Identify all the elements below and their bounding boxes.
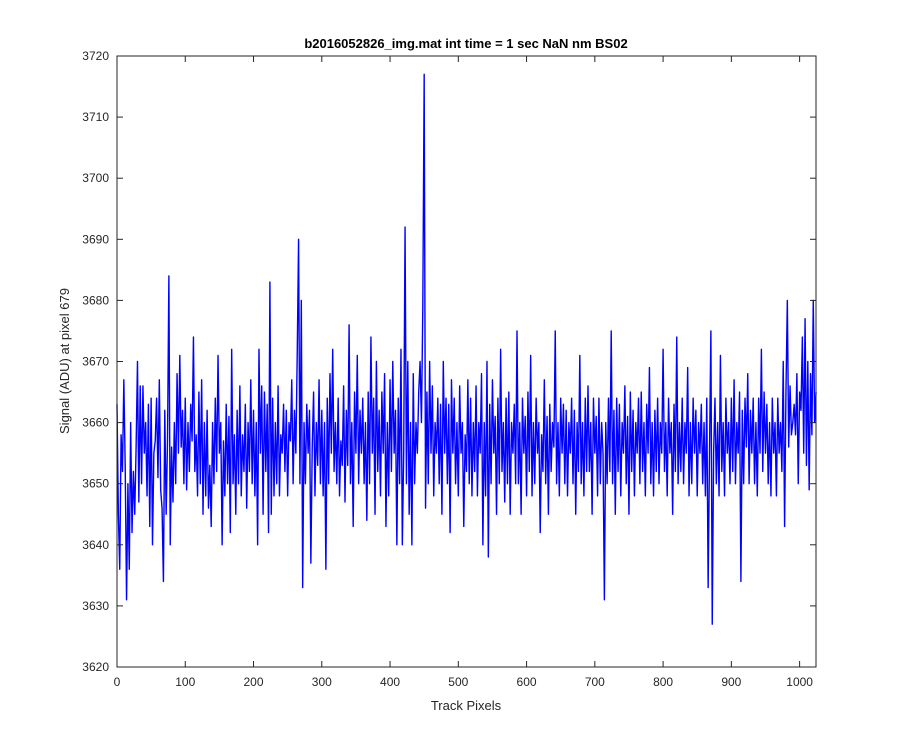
y-tick-label: 3620	[82, 660, 109, 674]
y-tick-label: 3680	[82, 293, 109, 307]
y-tick-label: 3670	[82, 355, 109, 369]
x-tick-label: 200	[244, 675, 264, 689]
chart-title: b2016052826_img.mat int time = 1 sec NaN…	[304, 36, 627, 51]
x-tick-label: 800	[653, 675, 673, 689]
x-axis-ticks: 0 100 200 300 400 500 600 700 800 900 1000	[114, 56, 813, 689]
y-tick-label: 3720	[82, 49, 109, 63]
y-tick-label: 3660	[82, 416, 109, 430]
y-axis-ticks: 3620 3630 3640 3650 3660 3670 3680 3690 3700 3710…	[82, 49, 816, 674]
y-tick-label: 3700	[82, 171, 109, 185]
x-tick-label: 500	[448, 675, 468, 689]
x-tick-label: 600	[517, 675, 537, 689]
y-axis-label: Signal (ADU) at pixel 679	[57, 288, 72, 434]
series-line-1	[116, 73, 817, 625]
x-tick-label: 700	[585, 675, 605, 689]
x-tick-label: 400	[380, 675, 400, 689]
y-tick-label: 3630	[82, 599, 109, 613]
x-tick-label: 900	[721, 675, 741, 689]
x-tick-label: 300	[312, 675, 332, 689]
y-tick-label: 3690	[82, 232, 109, 246]
y-tick-label: 3710	[82, 110, 109, 124]
series-layer	[116, 73, 817, 625]
y-tick-label: 3640	[82, 538, 109, 552]
x-tick-label: 1000	[786, 675, 813, 689]
plot-area	[117, 56, 816, 667]
y-tick-label: 3650	[82, 477, 109, 491]
x-tick-label: 0	[114, 675, 121, 689]
x-axis-label: Track Pixels	[431, 698, 502, 713]
x-tick-label: 100	[175, 675, 195, 689]
